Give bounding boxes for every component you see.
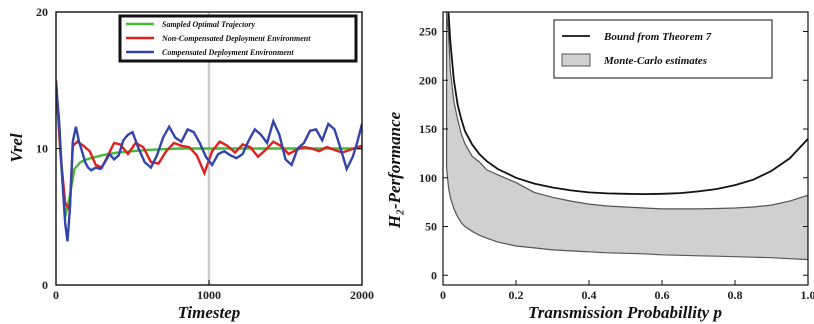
legend-right: Bound from Theorem 7 Monte-Carlo estimat… [553, 19, 773, 79]
legend-right-box [553, 19, 773, 79]
legend-label-noncomp: Non-Compensated Deployment Environment [161, 34, 311, 43]
x-axis-label-left: Timestep [178, 303, 241, 322]
x-tick-label-right: 1.0 [801, 288, 814, 302]
x-tick-label-right: 0 [440, 288, 446, 302]
y-tick-label-right: 250 [419, 25, 437, 39]
x-tick-label-left: 1000 [197, 288, 221, 302]
x-tick-label-right: 0.6 [655, 288, 670, 302]
y-tick-label-right: 0 [431, 268, 437, 282]
legend-left-box [118, 14, 358, 63]
legend-swatch-band [561, 53, 591, 67]
chart-right: 0 0.2 0.4 0.6 0.8 1.0 0 50 100 150 200 250 Bound fr… [385, 11, 814, 322]
x-tick-label-right: 0.4 [582, 288, 597, 302]
legend-label-bound: Bound from Theorem 7 [603, 31, 712, 43]
y-tick-label-right: 100 [419, 171, 437, 185]
y-tick-label-left: 10 [36, 142, 48, 156]
legend-label-band: Monte-Carlo estimates [603, 55, 707, 67]
x-tick-label-right: 0.8 [728, 288, 743, 302]
y-tick-label-right: 150 [419, 122, 437, 136]
y-tick-label-left: 0 [42, 278, 48, 292]
bound-line [447, 12, 808, 196]
series-line-comp [56, 82, 362, 242]
series-line-noncomp [56, 80, 362, 214]
y-axis-label-left: Vrel [7, 133, 26, 163]
legend-label-comp: Compensated Deployment Environment [162, 48, 294, 57]
x-tick-label-left: 2000 [350, 288, 374, 302]
monte-carlo-band [446, 12, 808, 261]
chart-left: 0 1000 2000 0 10 20 Sampled Optimal Trajector… [7, 5, 374, 322]
plot-frame-right [442, 11, 809, 286]
y-tick-label-left: 20 [36, 5, 48, 19]
x-axis-label-right: Transmission Probabillity p [528, 303, 722, 322]
y-axis-label-right: H₂-Performance [385, 111, 404, 229]
y-tick-label-right: 50 [425, 220, 437, 234]
x-tick-label-right: 0.2 [509, 288, 524, 302]
y-tick-label-right: 200 [419, 73, 437, 87]
legend-left: Sampled Optimal Trajectory Non-Compensat… [118, 14, 358, 63]
x-tick-label-left: 0 [53, 288, 59, 302]
legend-label-optimal: Sampled Optimal Trajectory [162, 20, 255, 29]
